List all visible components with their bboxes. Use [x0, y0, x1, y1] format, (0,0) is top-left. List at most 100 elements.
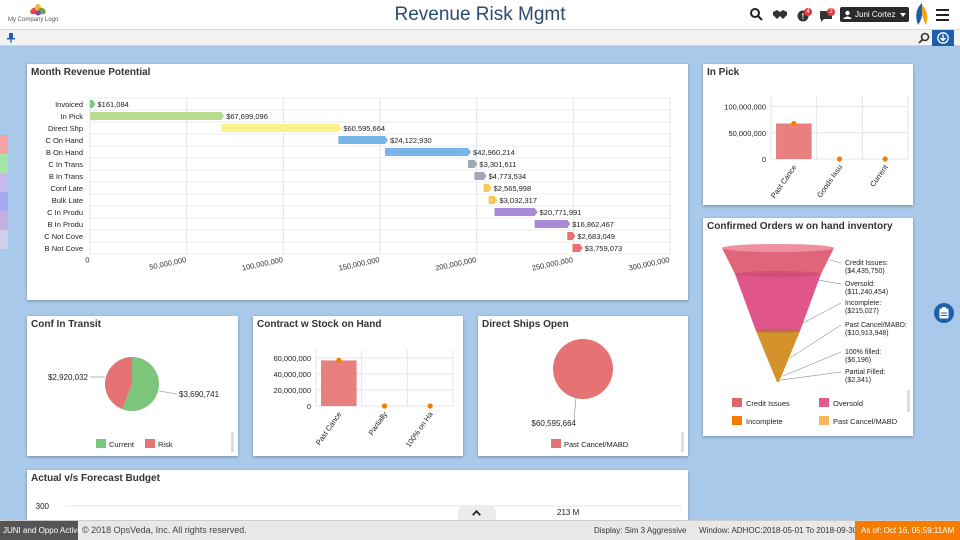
- in-pick-title: In Pick: [707, 67, 740, 78]
- category-label: Invoiced: [55, 100, 83, 109]
- display-status: Display: Sim 3 Aggressive: [594, 526, 687, 535]
- leader-line: [158, 390, 178, 395]
- opsveda-logo-icon[interactable]: [912, 1, 932, 29]
- funnel-label: Incomplete:: [845, 300, 881, 307]
- copyright-text: © 2018 OpsVeda, Inc. All rights reserved…: [82, 525, 247, 535]
- data-label: $3,301,611: [479, 160, 516, 169]
- pie-slice-past-cancel: [553, 339, 613, 399]
- data-label: $4,773,534: [489, 172, 527, 181]
- month-revenue-card: Month Revenue Potential 0 50,000,000 100,0…: [27, 64, 688, 300]
- y-tick-label: 0: [307, 402, 311, 411]
- alert-badge: 4: [804, 8, 812, 16]
- left-tab-gray[interactable]: [0, 230, 8, 249]
- data-label: $42,960,214: [473, 148, 515, 157]
- contract-stock-chart: 0 20,000,000 40,000,000 60,000,000 Past Canc…: [273, 350, 454, 449]
- data-label: $2,683,049: [577, 232, 615, 241]
- waterfall-bar: [494, 208, 538, 216]
- pie-slice-risk: [104, 357, 132, 410]
- funnel-segment: [756, 331, 800, 382]
- x-tick-label: 100,000,000: [241, 255, 284, 272]
- legend-label: Incomplete: [746, 417, 783, 426]
- x-tick-label: 200,000,000: [434, 255, 477, 272]
- in-pick-marker: [836, 156, 843, 162]
- category-label: Conf Late: [50, 184, 83, 193]
- y-tick-label: 20,000,000: [273, 386, 311, 395]
- y-tick-label: 100,000,000: [724, 103, 766, 112]
- category-label: B In Trans: [49, 172, 83, 181]
- funnel-ring: [756, 329, 800, 333]
- user-menu-button[interactable]: Juni Cortez: [840, 7, 909, 22]
- legend-label: Past Cancel/MABD: [564, 440, 629, 449]
- contract-stock-bar: [321, 360, 357, 406]
- window-status: Window: ADHOC:2018-05-01 To 2018-09-30: [699, 526, 858, 535]
- contract-stock-marker: [381, 403, 388, 409]
- logo-text: My Company Logo: [8, 17, 59, 23]
- data-label: $2,565,998: [494, 184, 532, 193]
- month-revenue-chart: 0 50,000,000 100,000,000 150,000,000 200,000…: [44, 97, 671, 273]
- scroll-up-button[interactable]: [458, 505, 496, 520]
- funnel-segment: [735, 274, 821, 331]
- category-label: B In Produ: [48, 220, 83, 229]
- legend-label: Risk: [158, 440, 173, 449]
- funnel-value-label: ($2,341): [845, 377, 871, 384]
- page-title: Revenue Risk Mgmt: [394, 4, 566, 25]
- legend-swatch: [819, 416, 829, 425]
- x-tick-label: Goods Issu: [815, 163, 844, 199]
- left-tab-green[interactable]: [0, 154, 8, 173]
- pie-value-label: $60,595,664: [532, 419, 577, 428]
- leader-line: [829, 259, 842, 264]
- category-label: Direct Shp: [48, 124, 83, 133]
- category-label: C In Trans: [48, 160, 83, 169]
- user-icon: [843, 10, 852, 19]
- conf-in-transit-pie: $3,690,741 $2,920,032 Current Risk: [48, 357, 234, 452]
- waterfall-bar: [468, 160, 478, 168]
- x-tick-label: 300,000,000: [628, 255, 671, 272]
- waterfall-bar: [384, 148, 472, 156]
- data-label: $3,032,317: [499, 196, 537, 205]
- funnel-label: Partial Filled:: [845, 369, 886, 376]
- x-tick-label: 100% on Ha: [404, 409, 436, 449]
- floating-notes-button[interactable]: [934, 303, 954, 323]
- company-logo[interactable]: My Company Logo: [8, 3, 68, 27]
- funnel-value-label: ($10,913,948): [845, 330, 889, 337]
- confirmed-orders-funnel: Credit Issues:($4,435,750) Oversold:($11,…: [722, 244, 910, 426]
- x-tick-label: Past Cance: [314, 410, 344, 447]
- confirmed-orders-title: Confirmed Orders w on hand inventory: [707, 221, 893, 232]
- contract-stock-marker: [336, 357, 342, 363]
- waterfall-bar: [534, 220, 571, 228]
- data-label: $67,699,096: [226, 112, 268, 121]
- sub-toolbar: [0, 30, 960, 46]
- waterfall-bar: [567, 232, 576, 240]
- direct-ships-card: Direct Ships Open $60,595,664 Past Cancel…: [478, 316, 688, 456]
- data-label: $24,122,930: [390, 136, 432, 145]
- left-tab-purple[interactable]: [0, 173, 8, 192]
- direct-ships-title: Direct Ships Open: [482, 319, 569, 330]
- left-tab-blue[interactable]: [0, 192, 8, 211]
- pin-icon[interactable]: [7, 33, 15, 43]
- hamburger-menu-icon[interactable]: [936, 9, 949, 21]
- zoom-search-icon[interactable]: [918, 32, 930, 44]
- data-label: $60,595,664: [343, 124, 385, 133]
- message-button[interactable]: 2: [820, 8, 835, 22]
- svg-text:!: !: [802, 12, 805, 21]
- active-scenario-label[interactable]: JUNI and Oppo Active: [0, 521, 82, 540]
- handshake-icon[interactable]: [772, 9, 788, 20]
- chevron-down-icon: [900, 13, 906, 17]
- legend-swatch-current: [96, 439, 106, 448]
- contract-stock-marker: [427, 403, 433, 409]
- search-icon[interactable]: [750, 8, 763, 21]
- clipboard-icon: [939, 307, 949, 319]
- funnel-label: Past Cancel/MABD:: [845, 322, 907, 329]
- data-label: $3,759,073: [585, 244, 623, 253]
- x-tick-label: 250,000,000: [531, 255, 574, 272]
- download-button[interactable]: [932, 30, 954, 46]
- legend-label: Credit Issues: [746, 399, 790, 408]
- alert-button[interactable]: ! 4: [797, 8, 812, 22]
- top-bar: My Company Logo Revenue Risk Mgmt ! 4 2 …: [0, 0, 960, 30]
- y-tick-label: 60,000,000: [273, 354, 311, 363]
- left-tab-lavender[interactable]: [0, 211, 8, 230]
- left-tab-red[interactable]: [0, 135, 8, 154]
- legend-swatch: [819, 398, 829, 407]
- funnel-segment: [722, 248, 834, 274]
- in-pick-chart: 0 50,000,000 100,000,000 Past Cance Goods Is…: [724, 96, 909, 200]
